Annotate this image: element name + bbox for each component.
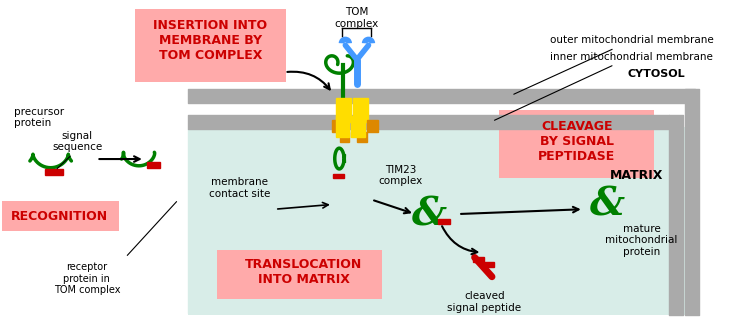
Text: &: & (412, 195, 447, 233)
Bar (351, 116, 365, 137)
Bar (336, 98, 351, 122)
Bar (353, 98, 369, 122)
Text: outer mitochondrial membrane: outer mitochondrial membrane (514, 35, 714, 94)
Bar (438, 219, 450, 224)
FancyBboxPatch shape (135, 9, 286, 82)
FancyBboxPatch shape (188, 127, 685, 315)
Bar (332, 120, 343, 132)
FancyBboxPatch shape (499, 110, 654, 178)
Text: TIM23
complex: TIM23 complex (378, 165, 422, 186)
FancyBboxPatch shape (2, 202, 119, 231)
Text: TRANSLOCATION
INTO MATRIX: TRANSLOCATION INTO MATRIX (245, 258, 363, 286)
Text: TOM
complex: TOM complex (335, 7, 379, 29)
FancyBboxPatch shape (217, 250, 382, 299)
Text: mature
mitochondrial
protein: mature mitochondrial protein (605, 224, 677, 257)
Text: precursor
protein: precursor protein (14, 107, 65, 128)
Text: inner mitochondrial membrane: inner mitochondrial membrane (495, 52, 712, 120)
Bar (333, 173, 345, 178)
Text: membrane
contact site: membrane contact site (209, 177, 270, 199)
Text: receptor
protein in
TOM complex: receptor protein in TOM complex (54, 262, 120, 296)
Bar (366, 120, 378, 132)
Text: MATRIX: MATRIX (610, 169, 663, 182)
Bar (46, 169, 63, 175)
Bar (483, 262, 494, 267)
Bar (147, 162, 160, 168)
Bar (473, 258, 484, 262)
Text: RECOGNITION: RECOGNITION (11, 211, 108, 223)
Text: CYTOSOL: CYTOSOL (627, 69, 685, 79)
Text: INSERTION INTO
MEMBRANE BY
TOM COMPLEX: INSERTION INTO MEMBRANE BY TOM COMPLEX (153, 19, 267, 62)
Text: signal
sequence: signal sequence (52, 131, 102, 153)
Bar (336, 116, 349, 137)
Text: &: & (590, 185, 625, 223)
Bar (339, 132, 349, 142)
Bar (357, 132, 366, 142)
Text: cleaved
signal peptide: cleaved signal peptide (447, 291, 521, 313)
Text: CLEAVAGE
BY SIGNAL
PEPTIDASE: CLEAVAGE BY SIGNAL PEPTIDASE (539, 120, 615, 163)
